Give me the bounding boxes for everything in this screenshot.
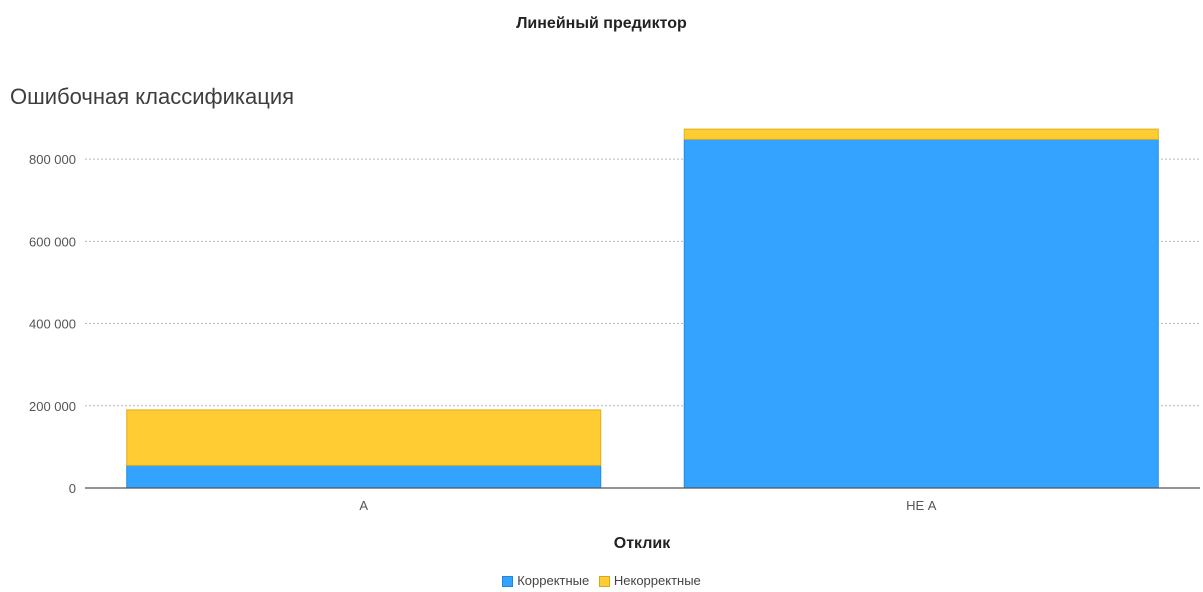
legend-swatch-incorrect	[598, 575, 610, 587]
y-tick-label: 200 000	[29, 399, 76, 414]
y-tick-label: 0	[69, 481, 76, 496]
legend-item-incorrect[interactable]: Некорректные	[598, 573, 701, 589]
legend-label-correct: Корректные	[517, 573, 590, 588]
x-tick-label: НЕ А	[906, 498, 937, 513]
x-axis-title: Отклик	[614, 535, 671, 552]
page-title: Линейный предиктор	[516, 15, 687, 32]
chart-title: Ошибочная классификация	[10, 84, 295, 109]
bar-correct	[126, 464, 602, 489]
y-tick-label: 400 000	[29, 317, 76, 332]
legend-label-incorrect: Некорректные	[613, 573, 701, 588]
bar-incorrect	[683, 128, 1159, 140]
bar-correct	[683, 138, 1159, 489]
bar-incorrect	[126, 409, 602, 466]
legend: Корректные Некорректные	[0, 573, 1203, 591]
y-tick-label: 600 000	[29, 234, 76, 249]
legend-item-correct[interactable]: Корректные	[502, 573, 589, 589]
x-tick-label: А	[359, 498, 368, 513]
y-tick-label: 800 000	[29, 152, 76, 167]
legend-swatch-correct	[502, 575, 514, 587]
